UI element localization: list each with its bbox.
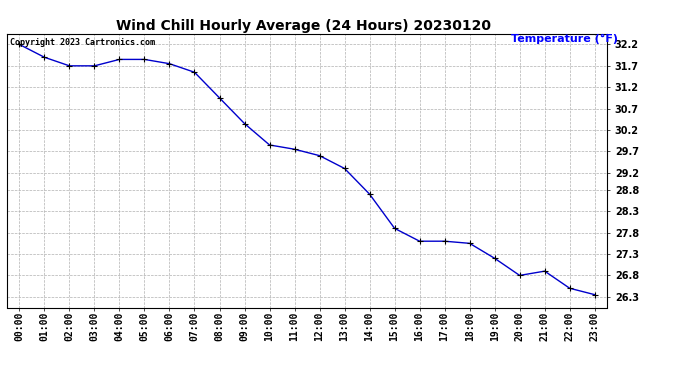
Text: Temperature (°F): Temperature (°F): [511, 34, 618, 44]
Text: Copyright 2023 Cartronics.com: Copyright 2023 Cartronics.com: [10, 38, 155, 47]
Text: Wind Chill Hourly Average (24 Hours) 20230120: Wind Chill Hourly Average (24 Hours) 202…: [116, 19, 491, 33]
